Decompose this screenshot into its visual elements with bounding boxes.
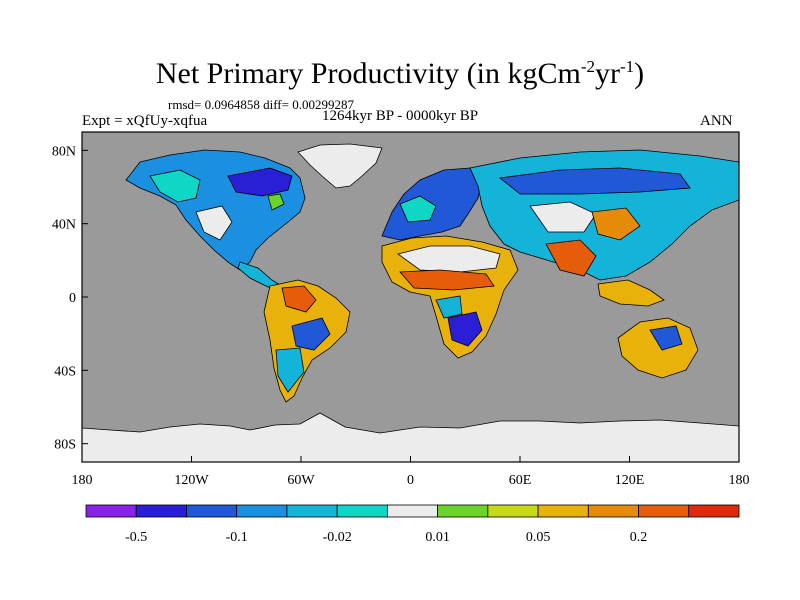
africa-dark-patch [447,311,483,347]
plot-title: Net Primary Productivity (in kgCm-2yr-1) [155,57,645,90]
experiment-label: Expt = xQfUy-xqfua [82,113,208,129]
sa-cyan-patch [275,347,305,393]
colorbar-swatch [386,504,439,518]
africa-cyan-patch [435,295,463,319]
colorbar-label: 0.01 [425,530,450,545]
y-tick-label: 80S [54,438,76,453]
sa-red-patch [281,285,317,313]
colorbar-swatch [437,504,489,518]
colorbar-swatch [85,504,137,518]
africa-red-band [399,269,495,291]
australia-blue-patch [649,325,683,351]
x-tick-label: 120W [174,473,209,488]
season-label: ANN [700,113,733,129]
na-dark-patch [227,167,293,197]
x-tick-label: 60E [509,473,532,488]
colorbar-swatch [135,504,187,518]
na-cyan-patch [149,169,201,203]
asia-dark-band [499,167,691,195]
colorbar: -0.5 -0.1 -0.02 0.01 0.05 0.2 [85,504,740,545]
asia-white-patch [529,201,597,233]
india-red-patch [545,239,597,277]
colorbar-label: -0.02 [323,530,352,545]
y-tick-label: 40S [54,364,76,379]
x-tick-label: 180 [729,473,750,488]
sa-blue-patch [291,317,331,351]
europe-cyan-patch [399,195,437,223]
colorbar-swatch [537,504,589,518]
na-white-patch [195,205,233,241]
colorbar-label: 0.05 [526,530,551,545]
colorbar-swatch [587,504,639,518]
asia-orange-patch [591,207,641,241]
na-green-patch [267,193,285,211]
map-area [82,132,739,462]
latitude-axis: 80N 40N 0 40S 80S [52,144,88,453]
colorbar-label: -0.5 [125,530,147,545]
x-tick-label: 120E [615,473,645,488]
x-tick-label: 0 [407,473,414,488]
greenland-ice [297,143,383,189]
y-tick-label: 40N [52,218,76,233]
colorbar-swatch [336,504,388,518]
longitude-axis: 180 120W 60W 0 60E 120E 180 [72,456,750,488]
colorbar-swatch [487,504,539,518]
x-tick-label: 60W [287,473,315,488]
period-label: 1264kyr BP - 0000kyr BP [322,108,479,124]
colorbar-swatch [236,504,288,518]
colorbar-swatch [688,504,740,518]
antarctica-ice [82,412,739,462]
colorbar-swatch [286,504,338,518]
y-tick-label: 80N [52,144,76,159]
colorbar-label: 0.2 [630,530,648,545]
colorbar-swatch [186,504,238,518]
colorbar-label: -0.1 [226,530,248,545]
x-tick-label: 180 [72,473,93,488]
statistics-label: rmsd= 0.0964858 diff= 0.00299287 [168,97,354,112]
colorbar-swatch [638,504,690,518]
y-tick-label: 0 [69,291,76,306]
se-asia-islands [597,279,665,307]
